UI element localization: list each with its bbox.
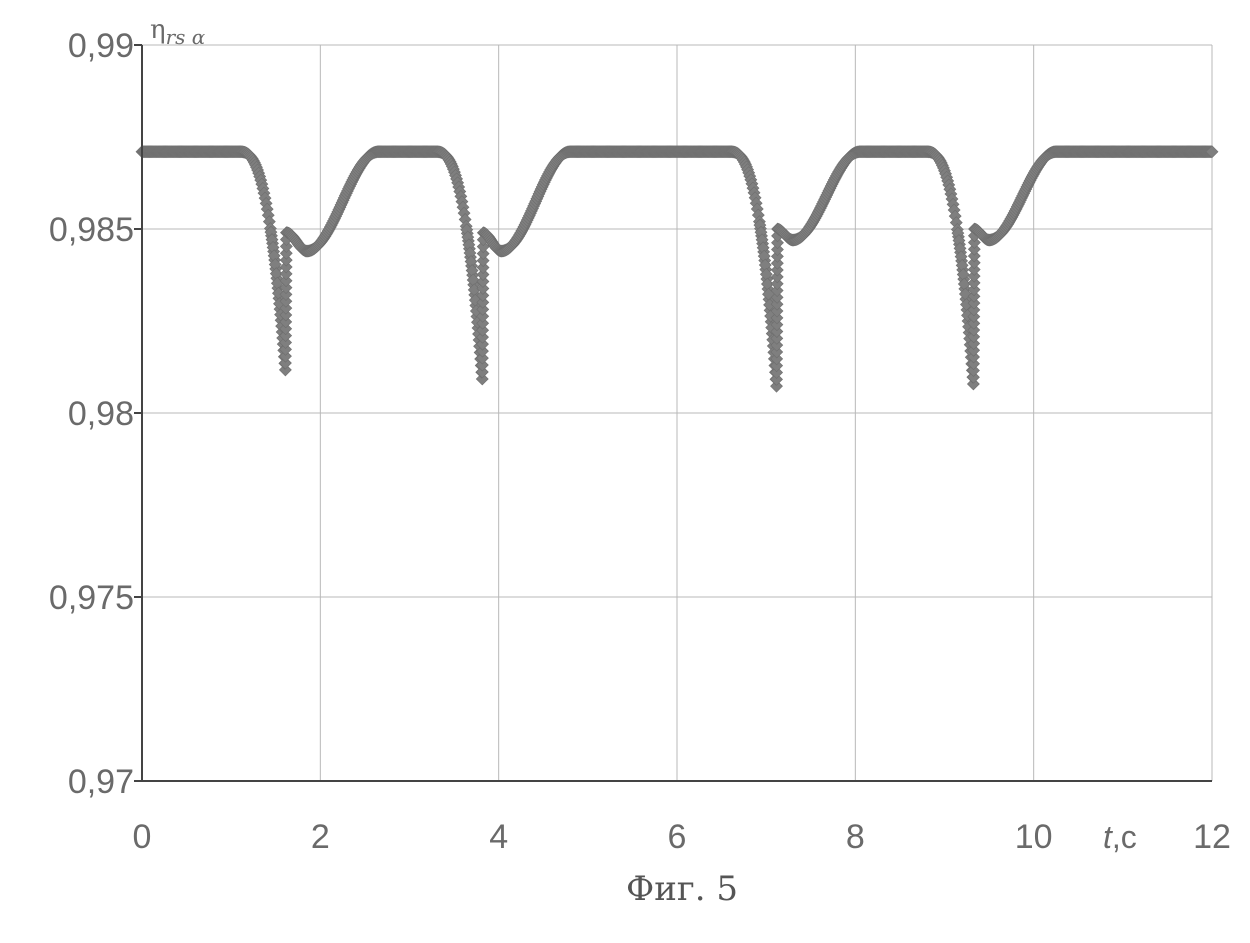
y-axis-subscript: rs α xyxy=(166,25,206,49)
x-tick-label: 0 xyxy=(133,818,152,856)
y-tick-label: 0,985 xyxy=(49,211,134,249)
y-tick-label: 0,97 xyxy=(68,763,134,801)
x-tick-label: 2 xyxy=(311,818,330,856)
y-tick-label: 0,975 xyxy=(49,579,134,617)
y-axis-symbol: η xyxy=(150,15,166,45)
y-tick-labels: 0,97 0,975 0,98 0,985 0,99 xyxy=(49,27,134,801)
y-axis-label: ηrs α xyxy=(150,15,206,49)
x-tick-label: 4 xyxy=(489,818,508,856)
x-axis-label: t,с xyxy=(1103,819,1137,855)
x-tick-label: 6 xyxy=(668,818,687,856)
x-tick-label: 12 xyxy=(1193,818,1231,856)
y-tick-label: 0,99 xyxy=(68,27,134,65)
x-tick-label: 10 xyxy=(1015,818,1053,856)
y-tick-label: 0,98 xyxy=(68,395,134,433)
x-tick-labels: 0 2 4 6 8 10 12 xyxy=(133,818,1231,856)
figure-caption: Фиг. 5 xyxy=(626,869,738,909)
x-tick-label: 8 xyxy=(846,818,865,856)
x-axis-unit: ,с xyxy=(1112,819,1137,855)
